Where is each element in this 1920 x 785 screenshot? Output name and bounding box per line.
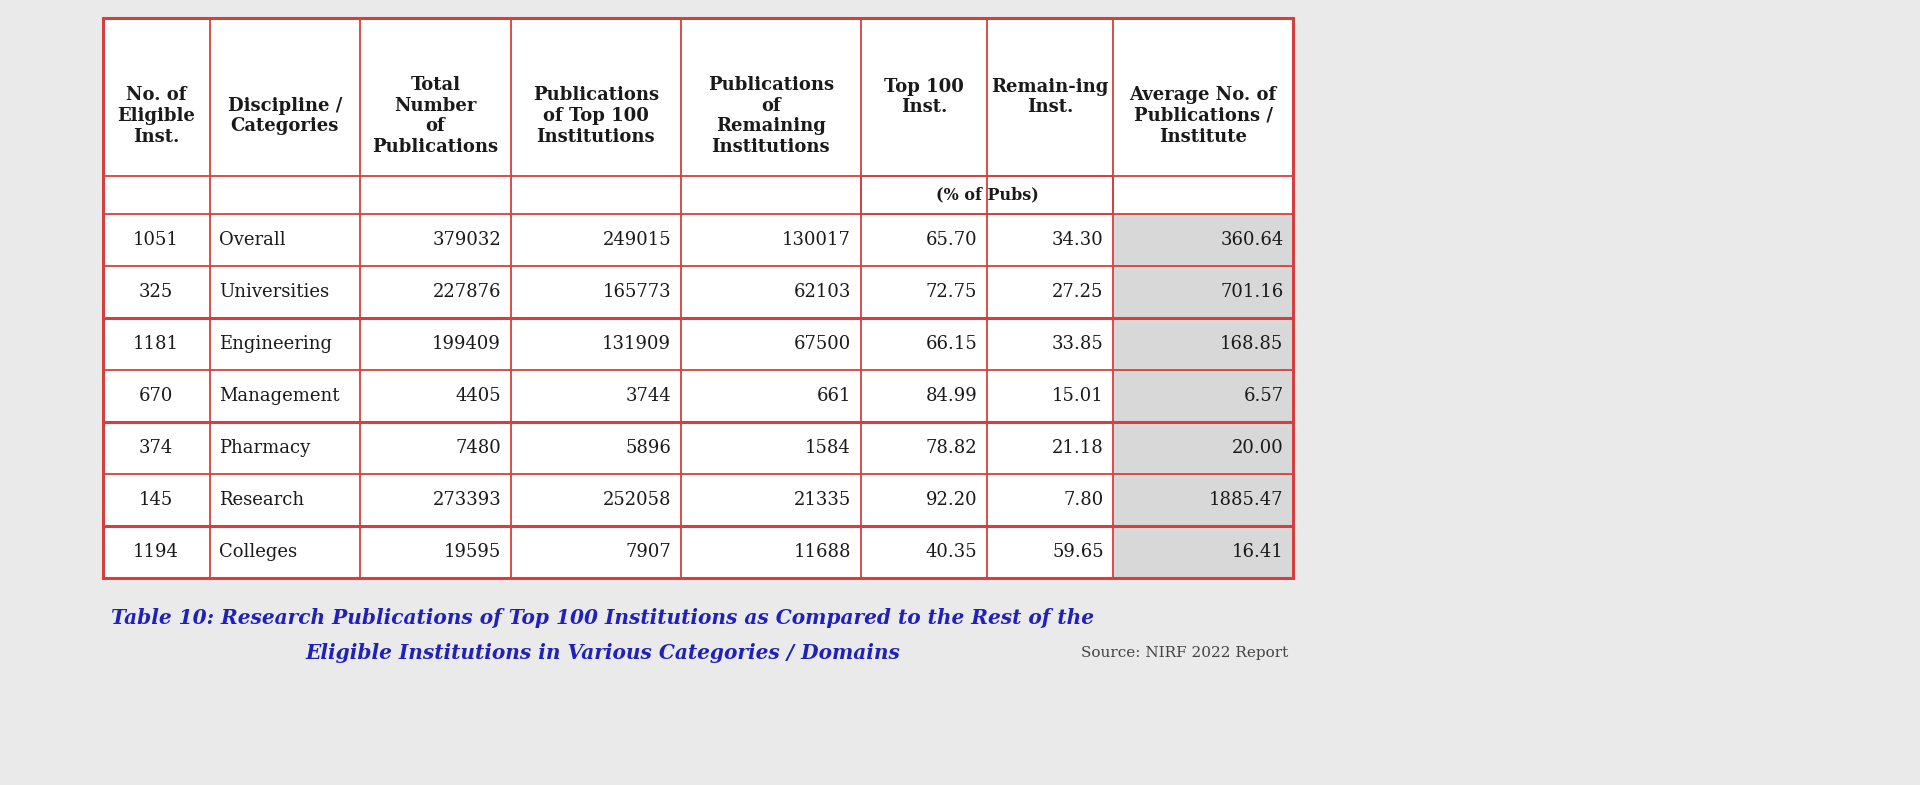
Text: 7907: 7907 — [626, 543, 672, 561]
Text: 59.65: 59.65 — [1052, 543, 1104, 561]
Text: Publications
of Top 100
Institutions: Publications of Top 100 Institutions — [532, 86, 659, 146]
Text: 165773: 165773 — [603, 283, 672, 301]
Text: 4405: 4405 — [455, 387, 501, 405]
Text: 15.01: 15.01 — [1052, 387, 1104, 405]
Text: 34.30: 34.30 — [1052, 231, 1104, 249]
Text: 145: 145 — [138, 491, 173, 509]
Bar — [102, 18, 1294, 578]
Text: Publications
of
Remaining
Institutions: Publications of Remaining Institutions — [708, 76, 833, 156]
Text: 661: 661 — [816, 387, 851, 405]
Text: 92.20: 92.20 — [925, 491, 977, 509]
Bar — [1114, 18, 1294, 214]
Text: 78.82: 78.82 — [925, 439, 977, 457]
Text: Discipline /
Categories: Discipline / Categories — [228, 97, 342, 135]
Text: 1181: 1181 — [132, 335, 179, 353]
Text: 1051: 1051 — [132, 231, 179, 249]
Text: Research: Research — [219, 491, 305, 509]
Text: 6.57: 6.57 — [1244, 387, 1283, 405]
Text: 19595: 19595 — [444, 543, 501, 561]
Text: 227876: 227876 — [432, 283, 501, 301]
Text: 199409: 199409 — [432, 335, 501, 353]
Text: 325: 325 — [138, 283, 173, 301]
Text: 65.70: 65.70 — [925, 231, 977, 249]
Text: 701.16: 701.16 — [1221, 283, 1283, 301]
Text: 1885.47: 1885.47 — [1210, 491, 1283, 509]
Text: 670: 670 — [138, 387, 173, 405]
Text: 21.18: 21.18 — [1052, 439, 1104, 457]
Text: 168.85: 168.85 — [1221, 335, 1283, 353]
Text: 3744: 3744 — [626, 387, 672, 405]
Text: 84.99: 84.99 — [925, 387, 977, 405]
Text: Total
Number
of
Publications: Total Number of Publications — [372, 76, 499, 156]
Text: Remain-ing
Inst.: Remain-ing Inst. — [991, 78, 1110, 116]
Text: 7.80: 7.80 — [1064, 491, 1104, 509]
Text: 273393: 273393 — [432, 491, 501, 509]
Text: 1194: 1194 — [132, 543, 179, 561]
Text: 33.85: 33.85 — [1052, 335, 1104, 353]
Text: Eligible Institutions in Various Categories / Domains: Eligible Institutions in Various Categor… — [305, 643, 900, 663]
Text: 131909: 131909 — [603, 335, 672, 353]
Text: (% of Pubs): (% of Pubs) — [935, 187, 1039, 203]
Text: 72.75: 72.75 — [925, 283, 977, 301]
Text: 5896: 5896 — [626, 439, 672, 457]
Text: 1584: 1584 — [804, 439, 851, 457]
Text: 7480: 7480 — [455, 439, 501, 457]
Text: Colleges: Colleges — [219, 543, 298, 561]
Bar — [102, 18, 1294, 578]
Text: Overall: Overall — [219, 231, 286, 249]
Text: 11688: 11688 — [793, 543, 851, 561]
Text: Engineering: Engineering — [219, 335, 332, 353]
Text: 16.41: 16.41 — [1231, 543, 1283, 561]
Text: Management: Management — [219, 387, 340, 405]
Text: 62103: 62103 — [793, 283, 851, 301]
Text: 21335: 21335 — [793, 491, 851, 509]
Text: 67500: 67500 — [793, 335, 851, 353]
Text: Source: NIRF 2022 Report: Source: NIRF 2022 Report — [1081, 646, 1288, 660]
Text: No. of
Eligible
Inst.: No. of Eligible Inst. — [117, 86, 196, 146]
Text: 130017: 130017 — [781, 231, 851, 249]
Text: 379032: 379032 — [432, 231, 501, 249]
Text: 252058: 252058 — [603, 491, 672, 509]
Text: 66.15: 66.15 — [925, 335, 977, 353]
Text: 249015: 249015 — [603, 231, 672, 249]
Text: 27.25: 27.25 — [1052, 283, 1104, 301]
Text: Pharmacy: Pharmacy — [219, 439, 311, 457]
Text: Table 10: Research Publications of Top 100 Institutions as Compared to the Rest : Table 10: Research Publications of Top 1… — [111, 608, 1094, 628]
Bar — [1114, 18, 1294, 578]
Text: Top 100
Inst.: Top 100 Inst. — [883, 78, 964, 116]
Text: 20.00: 20.00 — [1231, 439, 1283, 457]
Text: 40.35: 40.35 — [925, 543, 977, 561]
Text: 374: 374 — [138, 439, 173, 457]
Text: Average No. of
Publications /
Institute: Average No. of Publications / Institute — [1129, 86, 1277, 146]
Text: 360.64: 360.64 — [1221, 231, 1283, 249]
Text: Universities: Universities — [219, 283, 330, 301]
